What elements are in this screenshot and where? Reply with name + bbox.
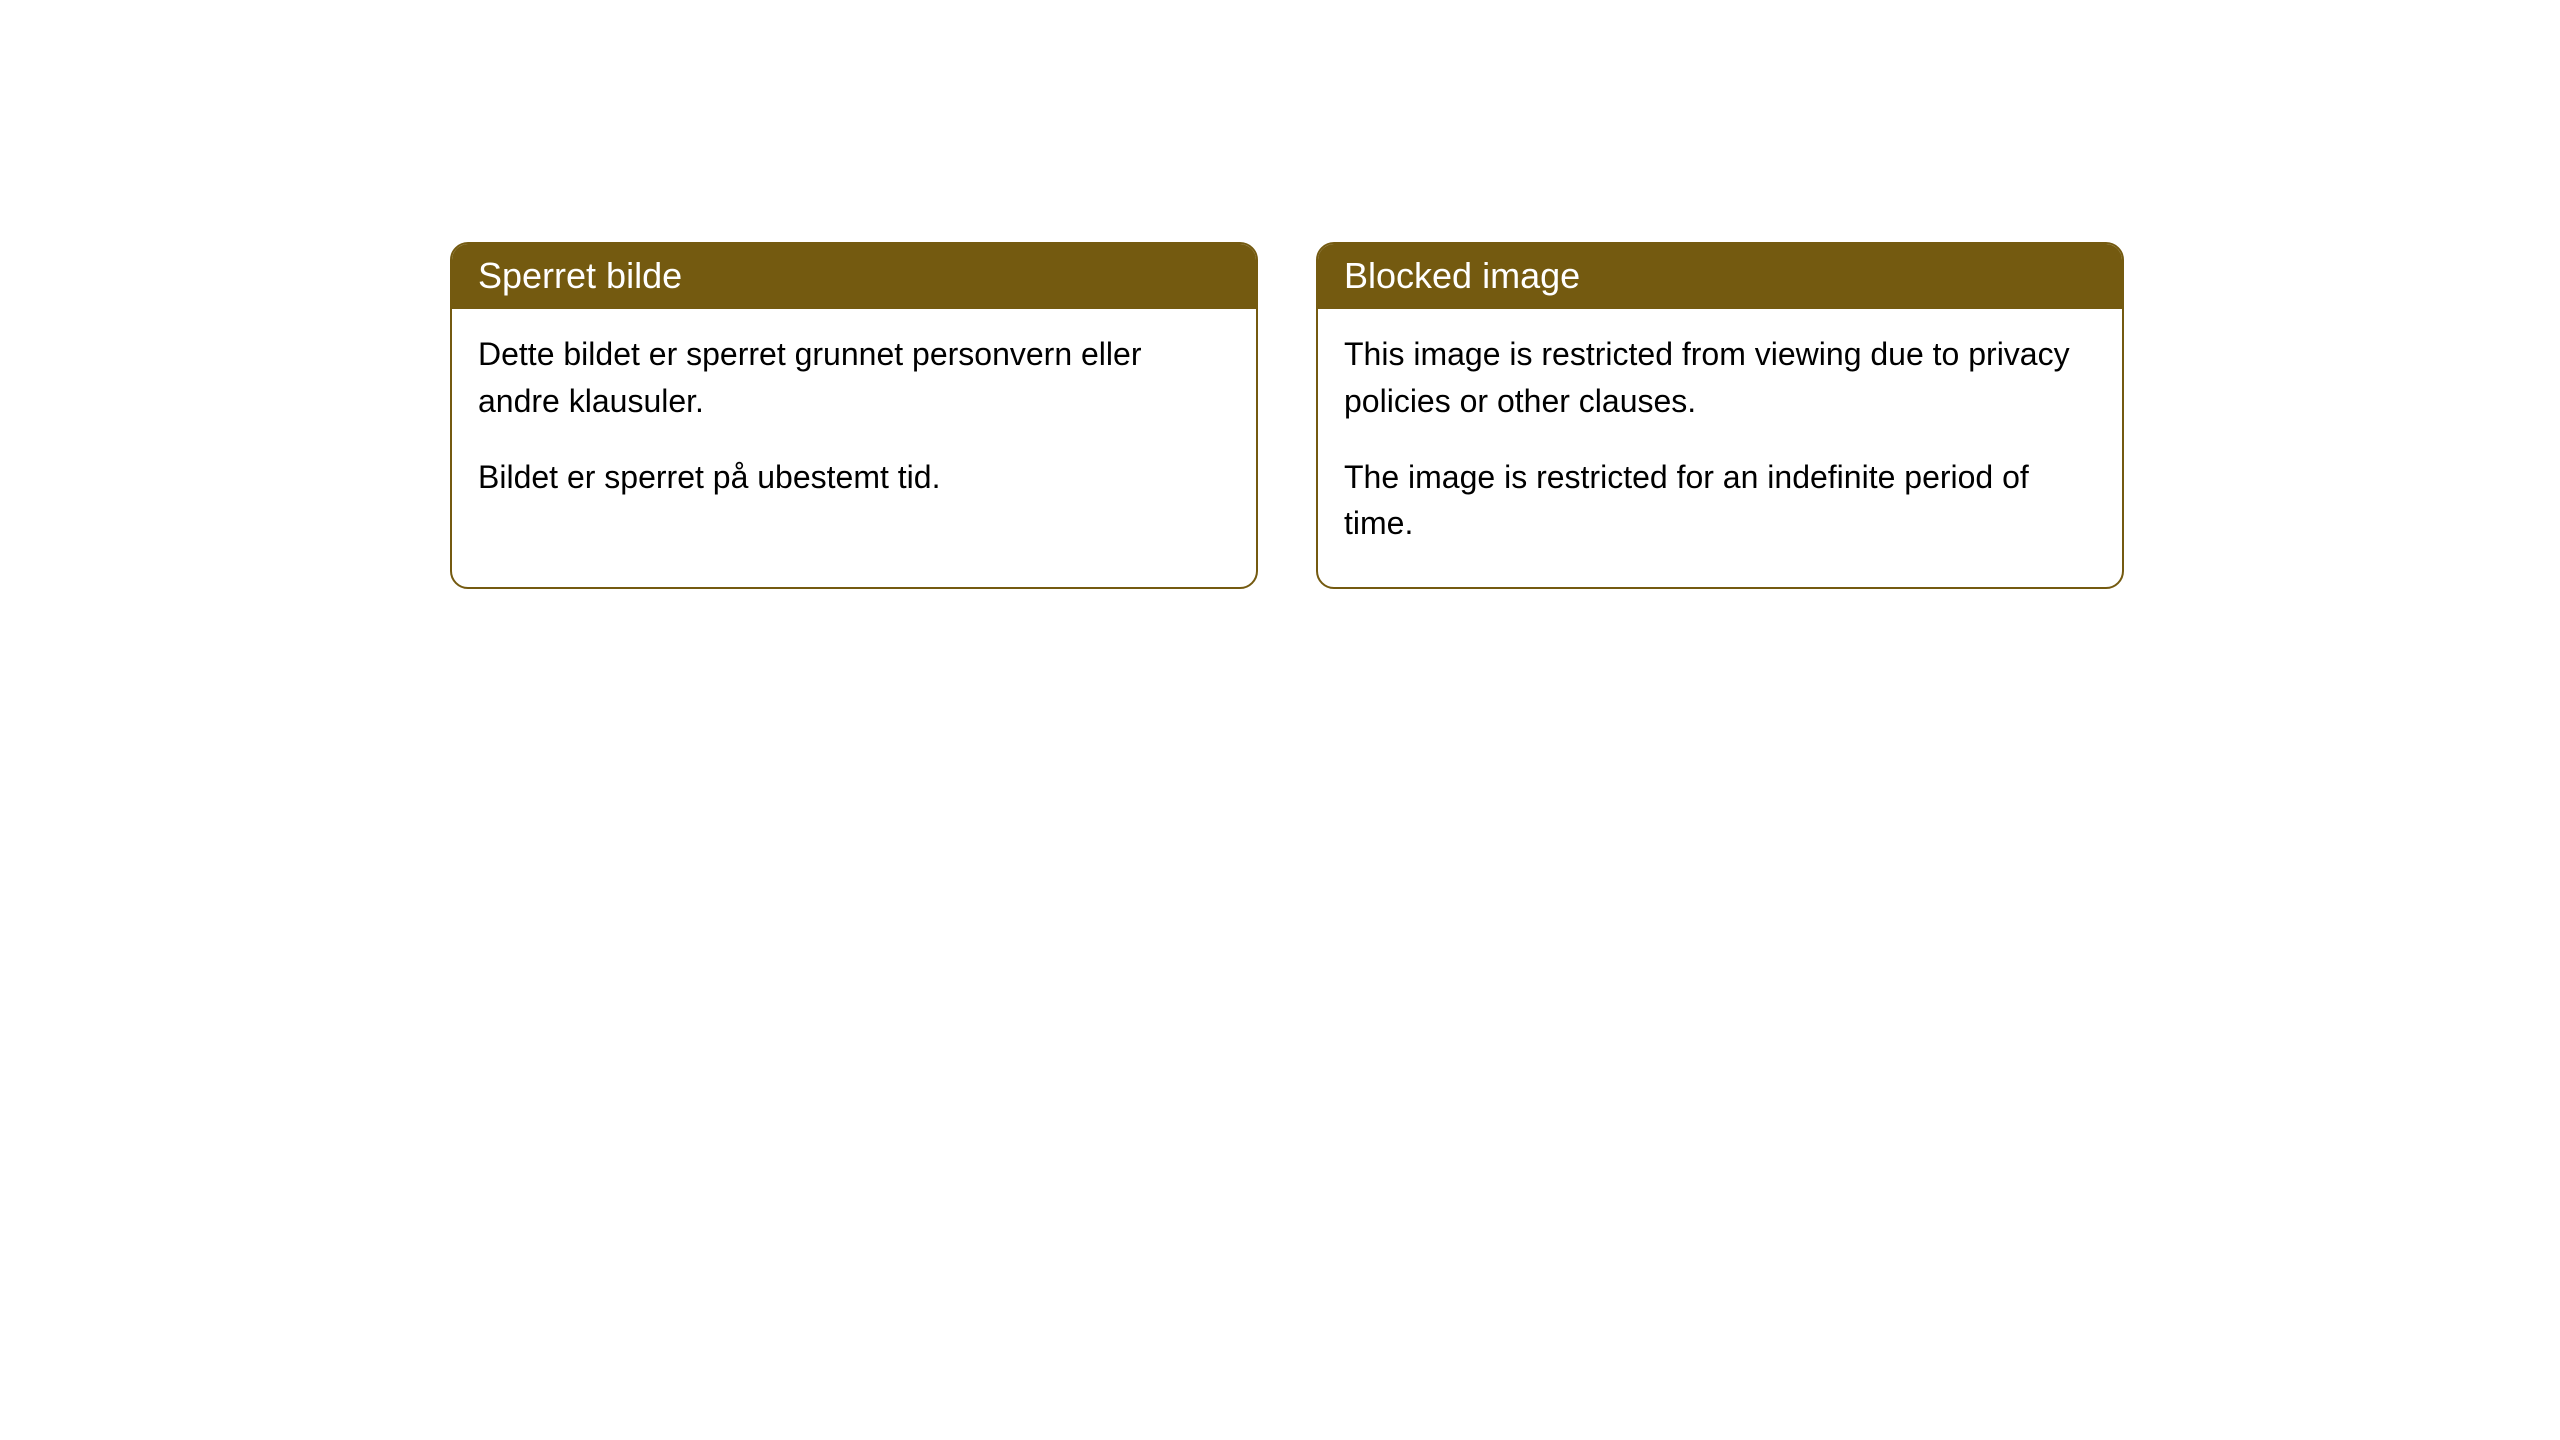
notice-cards-container: Sperret bilde Dette bildet er sperret gr… [450, 242, 2560, 589]
blocked-image-card-norwegian: Sperret bilde Dette bildet er sperret gr… [450, 242, 1258, 589]
card-paragraph: Bildet er sperret på ubestemt tid. [478, 454, 1230, 500]
card-header: Sperret bilde [452, 244, 1256, 309]
card-paragraph: This image is restricted from viewing du… [1344, 331, 2096, 424]
blocked-image-card-english: Blocked image This image is restricted f… [1316, 242, 2124, 589]
card-paragraph: The image is restricted for an indefinit… [1344, 454, 2096, 547]
card-paragraph: Dette bildet er sperret grunnet personve… [478, 331, 1230, 424]
card-header: Blocked image [1318, 244, 2122, 309]
card-body: This image is restricted from viewing du… [1318, 309, 2122, 587]
card-body: Dette bildet er sperret grunnet personve… [452, 309, 1256, 540]
